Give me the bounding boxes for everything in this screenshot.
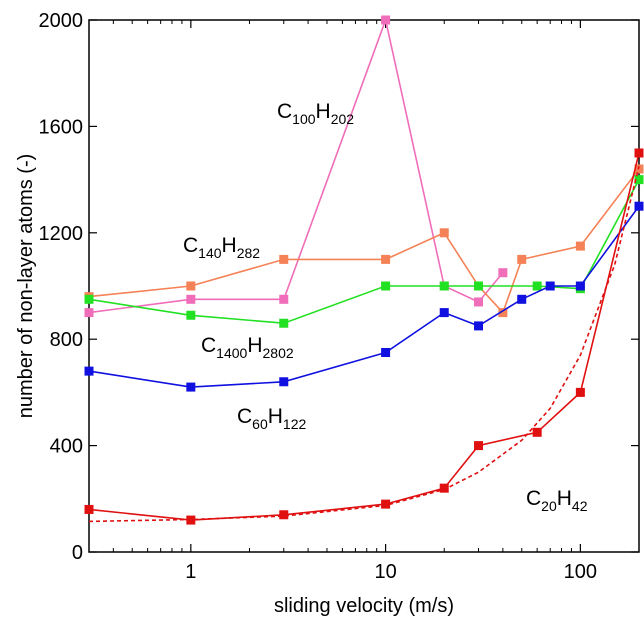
data-point	[186, 281, 196, 291]
series-label: C20H42	[526, 487, 588, 514]
data-point	[575, 281, 585, 291]
series-layer	[84, 15, 644, 525]
y-tick-label: 400	[50, 436, 83, 458]
data-point	[186, 382, 196, 392]
data-point	[439, 483, 449, 493]
data-point	[532, 427, 542, 437]
data-point	[84, 504, 94, 514]
y-tick-label: 1600	[39, 116, 84, 138]
data-point	[634, 148, 644, 158]
data-point	[381, 254, 391, 264]
y-tick-label: 0	[72, 542, 83, 564]
series-label: C100H202	[277, 100, 354, 127]
y-tick-label: 2000	[39, 10, 84, 32]
data-point	[575, 387, 585, 397]
data-point	[474, 281, 484, 291]
series-line-4	[88, 152, 640, 521]
data-point	[545, 281, 555, 291]
y-tick-label: 800	[50, 329, 83, 351]
data-point	[474, 321, 484, 331]
data-point	[279, 377, 289, 387]
data-point	[517, 294, 527, 304]
x-tick-label: 10	[374, 561, 396, 583]
data-point	[381, 348, 391, 357]
data-point	[439, 228, 449, 238]
data-point	[474, 297, 484, 307]
data-point	[439, 281, 449, 291]
series-line-0	[88, 17, 504, 314]
series-fit-line	[88, 166, 640, 523]
data-point	[279, 318, 289, 328]
x-tick-label: 1	[185, 561, 196, 583]
data-point	[532, 281, 542, 291]
series-line-1	[88, 168, 640, 315]
data-point	[381, 499, 391, 509]
data-point	[279, 510, 289, 520]
data-point	[498, 308, 508, 318]
x-axis-title: sliding velocity (m/s)	[274, 595, 454, 617]
data-point	[84, 308, 94, 318]
data-point	[498, 268, 508, 278]
series-label: C1400H2802	[201, 334, 294, 361]
y-axis-title: number of non-layer atoms (-)	[15, 154, 37, 419]
data-point	[474, 441, 484, 451]
series-label: C140H282	[183, 234, 260, 261]
data-point	[279, 254, 289, 264]
series-line-3	[88, 205, 640, 388]
data-point	[517, 254, 527, 264]
data-point	[84, 294, 94, 304]
data-point	[84, 366, 94, 376]
axes: 0 400 800 1200 1600 2000 1 10 100	[39, 10, 640, 583]
data-point	[381, 281, 391, 291]
plot-frame	[88, 19, 640, 553]
series-label: C60H122	[237, 405, 306, 432]
data-point	[439, 308, 449, 318]
x-tick-label: 100	[564, 561, 597, 583]
data-point	[634, 201, 644, 211]
y-tick-label: 1200	[39, 223, 84, 245]
series-labels: C100H202 C140H282 C1400H2802 C60H122 C20H42	[183, 100, 588, 514]
data-point	[279, 294, 289, 304]
data-point	[575, 241, 585, 251]
data-point	[634, 175, 644, 185]
data-point	[381, 15, 391, 25]
data-point	[186, 294, 196, 304]
data-point	[186, 310, 196, 320]
